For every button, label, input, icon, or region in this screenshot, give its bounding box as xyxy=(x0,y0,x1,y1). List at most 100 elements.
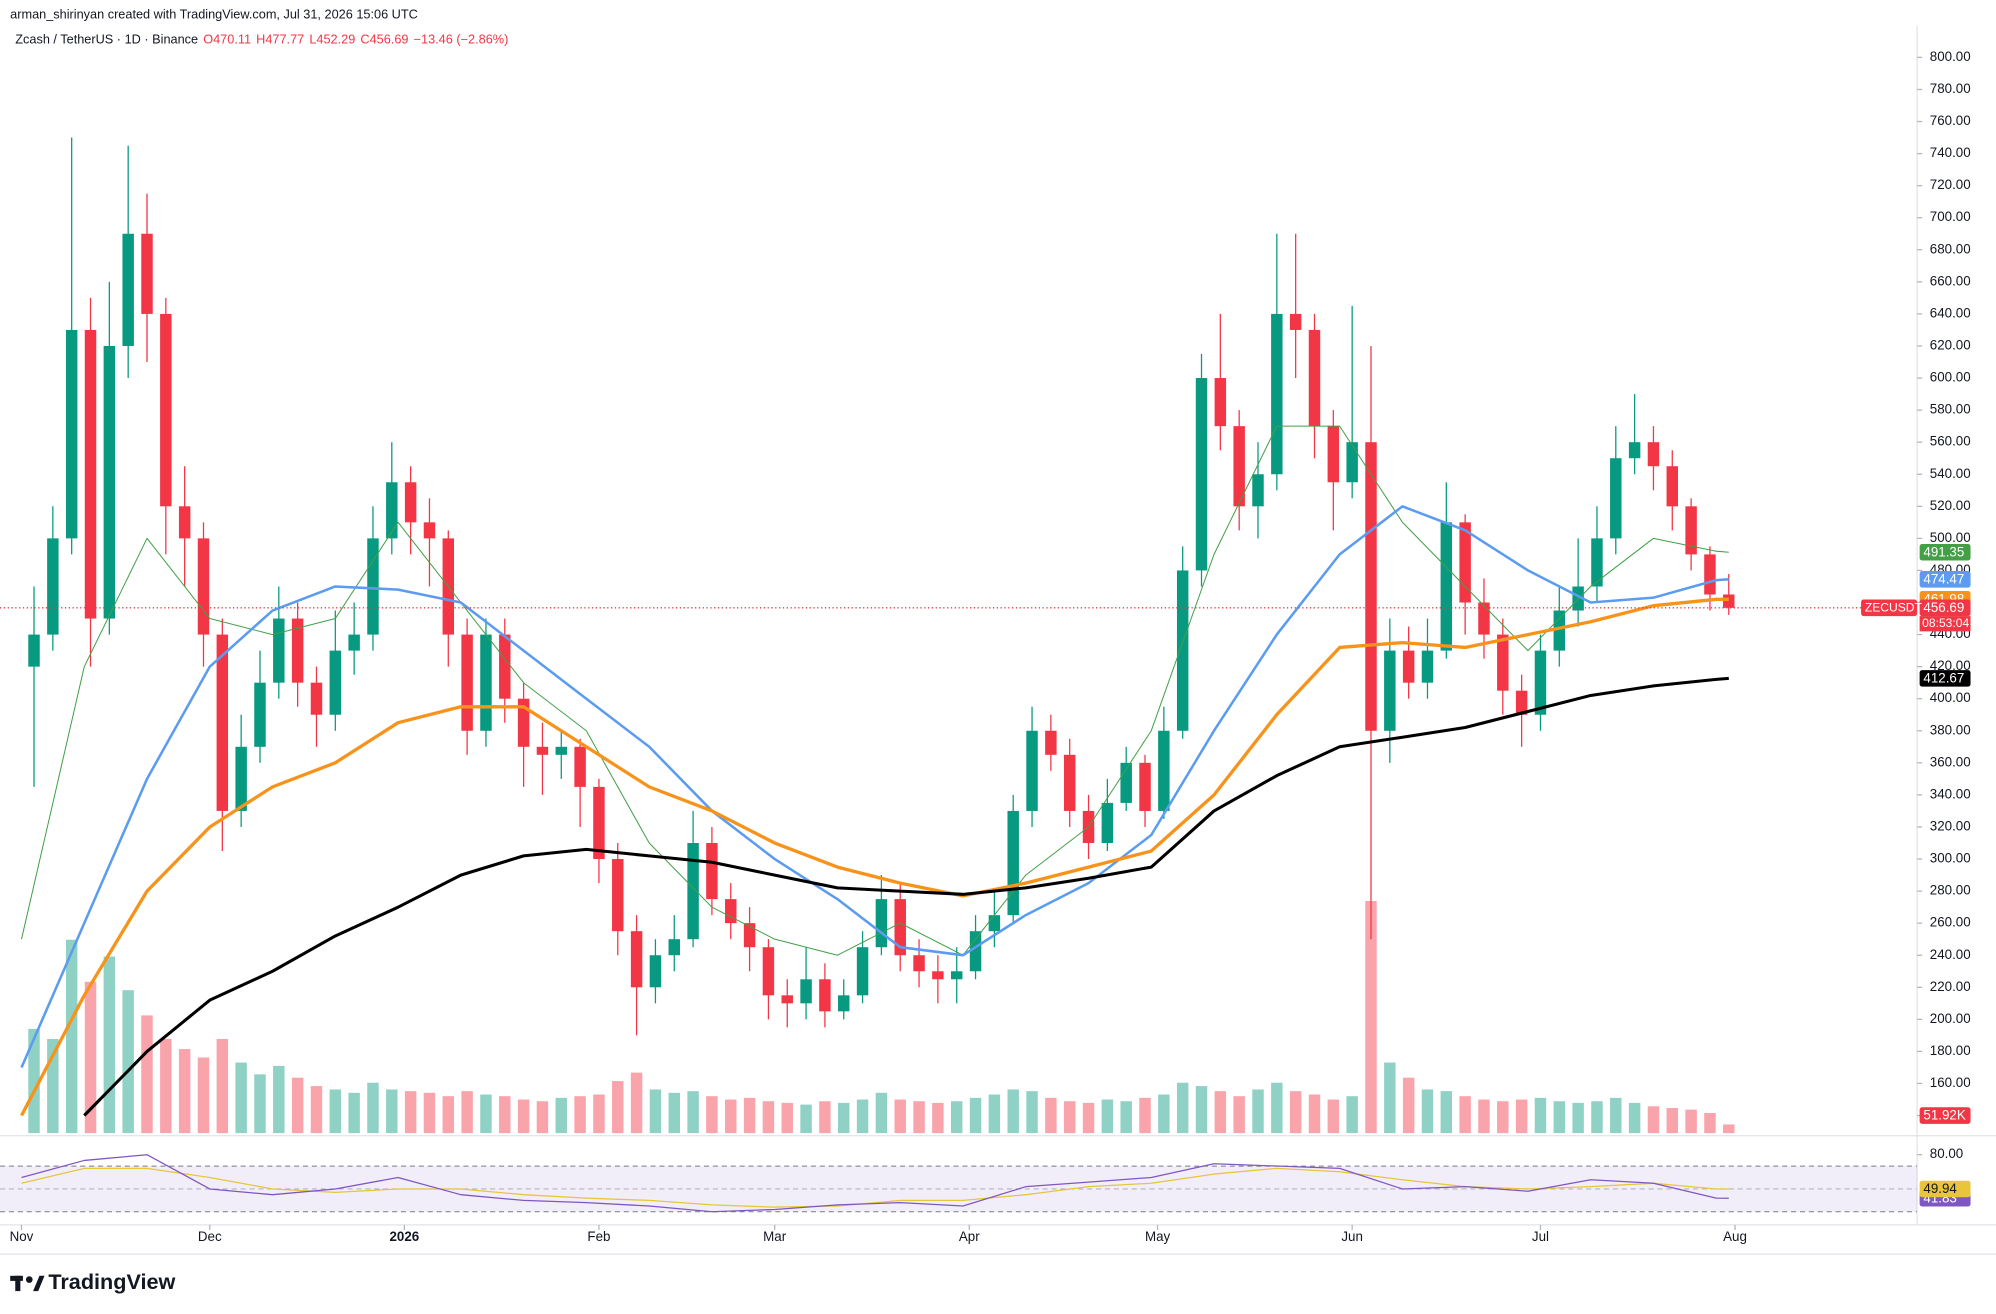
y-tick-label: 700.00 xyxy=(1930,209,1971,224)
candle-body xyxy=(1685,506,1697,555)
x-tick-label: Mar xyxy=(763,1229,787,1244)
candle-body xyxy=(1045,730,1057,755)
y-tick-label: 320.00 xyxy=(1930,818,1971,833)
volume-bar xyxy=(141,1015,153,1134)
volume-bar xyxy=(781,1102,793,1134)
logo-icon xyxy=(10,1275,45,1292)
volume-bar xyxy=(480,1094,492,1134)
volume-bar xyxy=(1610,1097,1622,1134)
y-tick-label: 660.00 xyxy=(1930,273,1971,288)
candle-body xyxy=(1704,554,1716,595)
candle-body xyxy=(1384,650,1396,731)
candle-body xyxy=(875,899,888,948)
y-tick-label: 380.00 xyxy=(1930,722,1971,737)
volume-bar xyxy=(668,1092,680,1134)
header-close: C456.69 xyxy=(360,32,408,47)
ticker-tag-box xyxy=(1861,599,1918,617)
volume-bar xyxy=(386,1089,398,1134)
x-tick-label: Aug xyxy=(1723,1229,1747,1244)
candle-body xyxy=(386,482,398,539)
y-tick-label: 160.00 xyxy=(1930,1075,1971,1090)
volume-bar xyxy=(913,1101,925,1134)
y-tick-label: 600.00 xyxy=(1930,370,1971,385)
y-tick-label: 240.00 xyxy=(1930,947,1971,962)
y-tick-label: 680.00 xyxy=(1930,241,1971,256)
volume-bar xyxy=(1308,1094,1321,1134)
candle-body xyxy=(1120,762,1132,803)
volume-bar xyxy=(28,1028,40,1134)
volume-bar xyxy=(1063,1101,1076,1134)
candle-body xyxy=(461,634,473,731)
x-tick-label: Apr xyxy=(959,1229,980,1244)
candle-body xyxy=(762,947,775,996)
volume-bar xyxy=(612,1081,624,1134)
candle-body xyxy=(329,650,342,715)
volume-bar xyxy=(197,1057,210,1134)
volume-bar xyxy=(254,1074,266,1134)
y-tick-label: 360.00 xyxy=(1930,754,1971,769)
x-tick-label: Dec xyxy=(198,1229,222,1244)
candle-body xyxy=(1572,586,1584,611)
candle-body xyxy=(894,899,906,956)
y-tick-label: 400.00 xyxy=(1930,690,1971,705)
candle-body xyxy=(743,923,756,948)
volume-bar xyxy=(1327,1099,1340,1134)
candle-body xyxy=(1723,594,1735,608)
header-open: O470.11 xyxy=(203,32,251,47)
volume-bar xyxy=(1515,1099,1528,1134)
x-tick-label: Nov xyxy=(10,1229,34,1244)
volume-bar xyxy=(1553,1101,1566,1134)
volume-bar xyxy=(499,1096,511,1134)
volume-bar xyxy=(1195,1086,1208,1134)
candle-body xyxy=(950,971,963,980)
candle-body xyxy=(1666,466,1679,507)
candle-body xyxy=(1553,610,1566,651)
header-change: −13.46 (−2.86%) xyxy=(414,32,509,47)
candle-body xyxy=(1628,442,1641,459)
rsi-value-label: 49.94 xyxy=(1923,1181,1957,1196)
y-tick-label: 280.00 xyxy=(1930,883,1971,898)
candle-body xyxy=(1195,378,1208,571)
candle-body xyxy=(988,915,1001,932)
logo: TradingView xyxy=(48,1269,175,1294)
y-tick-label: 420.00 xyxy=(1930,658,1971,673)
volume-bar xyxy=(1402,1077,1415,1134)
volume-bar xyxy=(1572,1102,1584,1134)
volume-bar xyxy=(47,1038,59,1134)
candle-body xyxy=(122,233,134,346)
volume-bar xyxy=(649,1089,662,1134)
volume-bar xyxy=(122,990,134,1134)
rsi-line xyxy=(21,1154,1729,1213)
candle-body xyxy=(348,634,360,651)
y-tick-label: 300.00 xyxy=(1930,851,1971,866)
candle-body xyxy=(1497,634,1509,691)
candle-body xyxy=(1402,650,1415,683)
axes: 140.00160.00180.00200.00220.00240.00260.… xyxy=(10,49,1971,1244)
symbol-header: Zcash / TetherUS · 1D · Binance O470.11 H4… xyxy=(15,32,508,47)
candle-body xyxy=(254,682,266,747)
x-tick-label: Jul xyxy=(1532,1229,1549,1244)
candle-body xyxy=(423,522,436,539)
volume-bar xyxy=(1289,1091,1302,1134)
volume-bar xyxy=(800,1104,812,1134)
last-price-box xyxy=(1919,599,1971,617)
volume-bar xyxy=(1704,1113,1716,1134)
candle-body xyxy=(1365,442,1377,731)
volume-bar xyxy=(1440,1091,1453,1134)
volume-bar xyxy=(969,1097,982,1134)
volume-bar xyxy=(1120,1101,1132,1134)
volume-bar xyxy=(875,1092,888,1134)
volume-bar xyxy=(574,1096,586,1134)
y-tick-label: 200.00 xyxy=(1930,1011,1971,1026)
candle-body xyxy=(1346,442,1358,483)
x-tick-label: May xyxy=(1145,1229,1171,1244)
volume-bar xyxy=(1082,1102,1095,1134)
volume-bar xyxy=(1045,1097,1057,1134)
candle-body xyxy=(1289,313,1302,330)
volume-bar xyxy=(1723,1124,1735,1134)
volume-bar xyxy=(461,1091,473,1134)
volume-bar xyxy=(819,1101,831,1134)
volume-bar xyxy=(160,1038,172,1134)
candle-body xyxy=(480,634,492,731)
